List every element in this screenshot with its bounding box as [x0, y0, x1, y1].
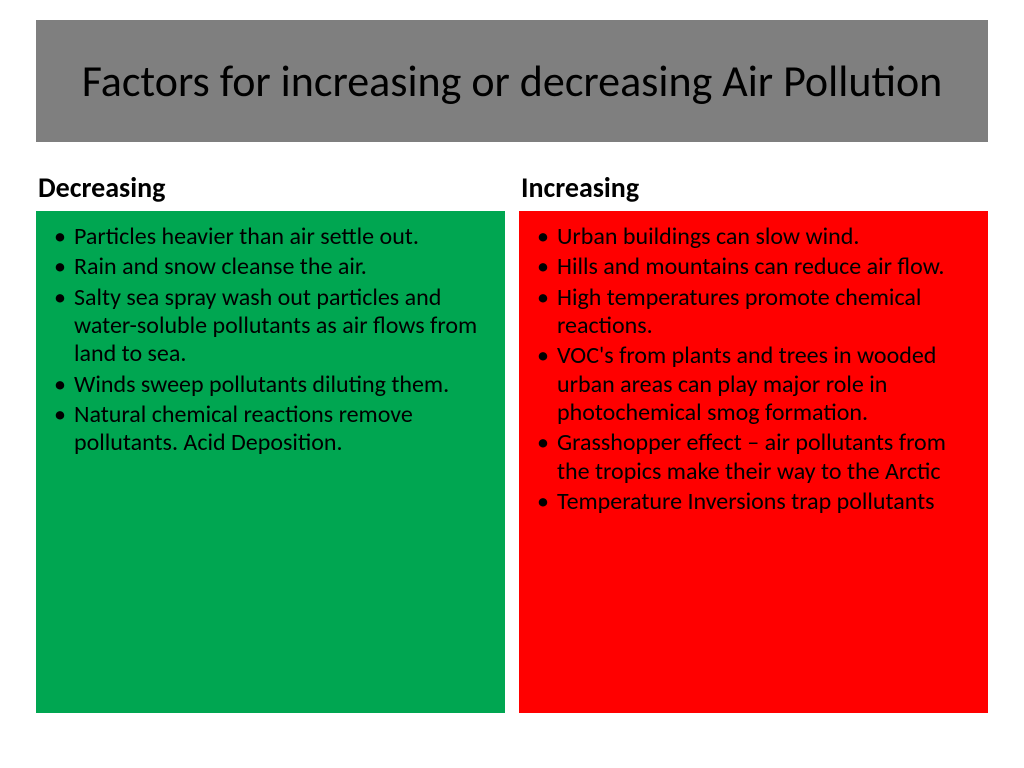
list-item: Natural chemical reactions remove pollut… — [74, 401, 495, 458]
right-column-box: Urban buildings can slow wind.Hills and … — [519, 211, 988, 713]
left-factor-list: Particles heavier than air settle out.Ra… — [46, 223, 495, 458]
list-item: Rain and snow cleanse the air. — [74, 253, 495, 281]
left-column-heading: Decreasing — [36, 170, 505, 211]
left-column: Decreasing Particles heavier than air se… — [36, 170, 505, 713]
list-item: Salty sea spray wash out particles and w… — [74, 284, 495, 369]
right-column: Increasing Urban buildings can slow wind… — [519, 170, 988, 713]
list-item: High temperatures promote chemical react… — [557, 284, 978, 341]
left-column-box: Particles heavier than air settle out.Ra… — [36, 211, 505, 713]
list-item: Hills and mountains can reduce air flow. — [557, 253, 978, 281]
columns-container: Decreasing Particles heavier than air se… — [36, 170, 988, 713]
list-item: Urban buildings can slow wind. — [557, 223, 978, 251]
list-item: Particles heavier than air settle out. — [74, 223, 495, 251]
slide-title: Factors for increasing or decreasing Air… — [82, 57, 943, 105]
list-item: VOC's from plants and trees in wooded ur… — [557, 342, 978, 427]
list-item: Temperature Inversions trap pollutants — [557, 488, 978, 516]
title-bar: Factors for increasing or decreasing Air… — [36, 20, 988, 142]
list-item: Winds sweep pollutants diluting them. — [74, 371, 495, 399]
right-column-heading: Increasing — [519, 170, 988, 211]
list-item: Grasshopper effect – air pollutants from… — [557, 429, 978, 486]
right-factor-list: Urban buildings can slow wind.Hills and … — [529, 223, 978, 516]
